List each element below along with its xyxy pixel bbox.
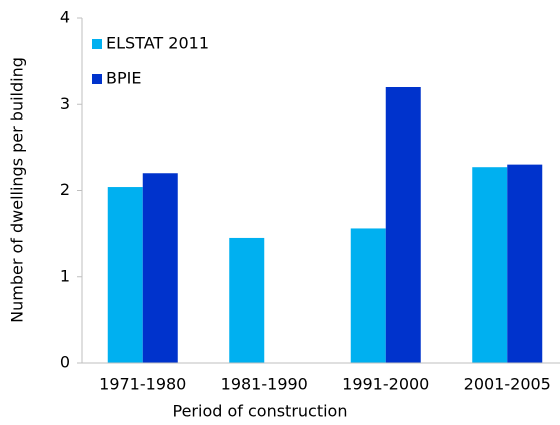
bar xyxy=(229,237,265,363)
legend-label: BPIE xyxy=(106,69,141,88)
legend-swatch xyxy=(92,39,102,49)
bar xyxy=(472,167,508,363)
legend-label: ELSTAT 2011 xyxy=(106,34,209,53)
y-tick-label: 4 xyxy=(60,8,70,27)
x-axis-label: Period of construction xyxy=(173,402,348,421)
legend-swatch xyxy=(92,74,102,84)
x-tick-label: 1981-1990 xyxy=(221,375,308,394)
bar xyxy=(507,164,543,363)
bar xyxy=(385,87,421,363)
bar xyxy=(350,228,386,363)
y-tick-label: 1 xyxy=(60,266,70,285)
x-tick-label: 1971-1980 xyxy=(99,375,186,394)
x-tick-label: 2001-2005 xyxy=(464,375,551,394)
y-axis-label: Number of dwellings per building xyxy=(8,57,27,323)
y-tick-label: 3 xyxy=(60,94,70,113)
bar xyxy=(107,187,143,363)
y-tick-label: 0 xyxy=(60,353,70,372)
x-tick-label: 1991-2000 xyxy=(342,375,429,394)
y-tick-label: 2 xyxy=(60,180,70,199)
bar xyxy=(142,173,178,363)
